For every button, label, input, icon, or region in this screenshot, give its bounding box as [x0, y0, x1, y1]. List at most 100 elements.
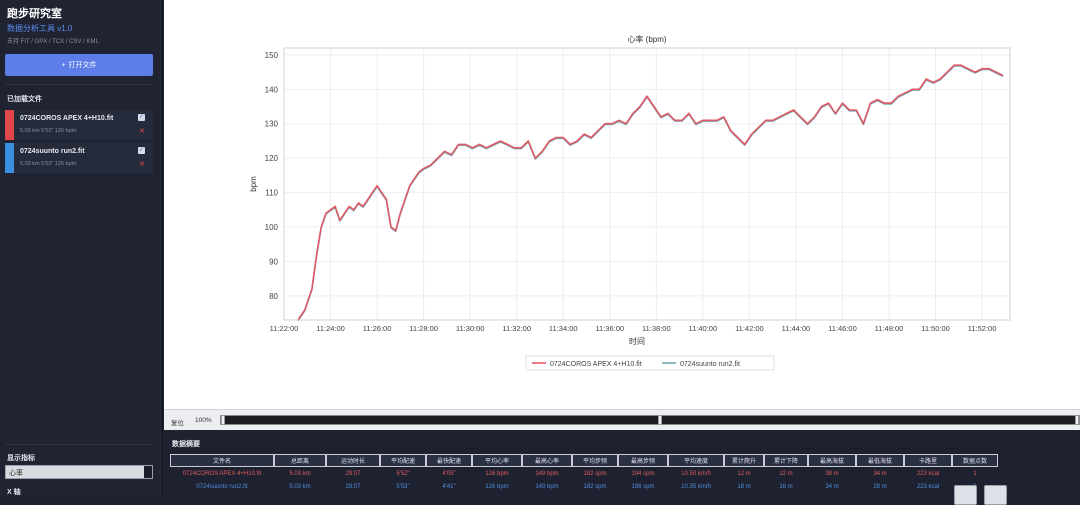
table-header-cell: 最高步频 [618, 454, 668, 467]
table-row: 0724COROS APEX 4+H10.fit 5.03 km 29:07 5'52… [170, 467, 998, 480]
legend-label: 0724suunto run2.fit [680, 361, 740, 368]
app-title: 跑步研究室 [7, 8, 62, 20]
remove-file-icon[interactable]: ✕ [139, 161, 145, 168]
table-header-cell: 累计下降 [764, 454, 808, 467]
x-tick-label: 11:40:00 [689, 324, 718, 333]
table-header-cell: 累计爬升 [724, 454, 764, 467]
x-tick-label: 11:52:00 [968, 324, 997, 333]
x-tick-labels: 11:22:00 11:24:00 11:26:00 11:28:00 11:30:00… [270, 324, 997, 333]
table-cell: 10.50 km/h [681, 470, 711, 477]
table-cell: 182 spm [583, 483, 607, 490]
y-tick-label: 120 [265, 154, 279, 163]
grid-lines [283, 48, 1010, 320]
remove-file-icon[interactable]: ✕ [139, 128, 145, 135]
series-lines [297, 64, 1004, 322]
table-cell: 38 m [825, 470, 839, 477]
range-handle-right[interactable] [1075, 415, 1079, 425]
table-cell: 12 m [779, 470, 793, 477]
table-cell: 223 kcal [916, 470, 940, 477]
zoom-level: 100% [195, 417, 212, 424]
range-handle-middle[interactable] [658, 415, 662, 425]
table-cell: 0724suunto run2.fit [196, 483, 248, 490]
x-tick-label: 11:22:00 [270, 324, 299, 333]
range-handle-left[interactable] [221, 415, 225, 425]
table-header-cell: 最低海拔 [856, 454, 904, 467]
x-tick-label: 11:42:00 [735, 324, 764, 333]
summary-title: 数据摘要 [172, 441, 200, 448]
metric-header: 显示指标 [7, 455, 35, 462]
table-cell: 4'41" [442, 483, 456, 490]
plus-icon: + [61, 61, 66, 69]
table-cell: 5.03 km [289, 483, 311, 490]
y-tick-label: 90 [269, 257, 278, 266]
table-cell: 5'53" [396, 483, 410, 490]
table-cell: 28 m [873, 483, 887, 490]
series-line [297, 65, 1004, 322]
table-header-cell: 平均步频 [572, 454, 618, 467]
table-cell: 5.03 km [289, 470, 311, 477]
visibility-checkbox[interactable]: ✓ [138, 147, 145, 154]
table-header-cell: 平均心率 [472, 454, 522, 467]
table-header-cell: 平均速度 [668, 454, 724, 467]
table-cell: 34 m [873, 470, 887, 477]
chart-toolbar: 复位 100% [164, 409, 1080, 430]
dropdown-arrow-icon [144, 466, 152, 478]
series-line [297, 64, 1004, 321]
table-cell: 126 bpm [485, 470, 509, 477]
metric-select[interactable]: 心率 [5, 465, 153, 479]
x-tick-label: 11:50:00 [921, 324, 950, 333]
y-tick-label: 140 [265, 85, 279, 94]
table-cell: 29:07 [345, 470, 361, 477]
visibility-checkbox[interactable]: ✓ [138, 114, 145, 121]
table-cell: 223 kcal [916, 483, 940, 490]
table-header-cell: 总距离 [274, 454, 326, 467]
chart-title: 心率 (bpm) [627, 34, 666, 44]
table-header-cell: 卡路里 [904, 454, 952, 467]
plot-frame [283, 47, 1011, 321]
table-cell: 12 m [737, 470, 751, 477]
legend-box [525, 355, 775, 371]
table-cell: 4'05" [442, 470, 456, 477]
summary-table: 文件名 总距离 运动时长 平均配速 最快配速 平均心率 最高心率 平均步频 最高步频 平均速度 累计… [170, 454, 998, 493]
file-meta: 5.03 km 5'52" 126 bpm [20, 128, 77, 134]
x-tick-label: 11:36:00 [595, 324, 624, 333]
xaxis-header: X 轴 [7, 489, 21, 496]
x-tick-label: 11:30:00 [456, 324, 485, 333]
reset-button[interactable]: 复位 [171, 420, 184, 427]
table-cell: 182 spm [583, 470, 607, 477]
open-file-button[interactable]: + 打开文件 [5, 54, 153, 76]
series-color-bar [5, 143, 14, 173]
file-card-coros[interactable]: 0724COROS APEX 4+H10.fit 5.03 km 5'52" 1… [5, 110, 153, 140]
x-tick-label: 11:48:00 [875, 324, 904, 333]
x-tick-label: 11:44:00 [782, 324, 811, 333]
y-tick-label: 130 [265, 120, 279, 129]
file-card-suunto[interactable]: 0724suunto run2.fit 5.03 km 5'53" 126 bp… [5, 143, 153, 173]
settings-button[interactable] [984, 485, 1007, 505]
table-cell: 18 m [737, 483, 751, 490]
divider [5, 84, 153, 85]
x-tick-label: 11:32:00 [502, 324, 531, 333]
range-slider[interactable] [220, 415, 1080, 425]
table-cell: 34 m [825, 483, 839, 490]
table-header-cell: 最高心率 [522, 454, 572, 467]
export-button[interactable] [954, 485, 977, 505]
sidebar: 跑步研究室 数据分析工具 v1.0 支持 FIT / GPX / TCX / C… [0, 0, 163, 498]
table-header-cell: 最高海拔 [808, 454, 856, 467]
x-tick-label: 11:26:00 [363, 324, 392, 333]
legend-label: 0724COROS APEX 4+H10.fit [550, 361, 642, 368]
metric-select-value: 心率 [9, 470, 23, 477]
x-tick-label: 11:28:00 [409, 324, 438, 333]
table-cell: 16 m [779, 483, 793, 490]
table-cell: 194 spm [631, 470, 655, 477]
app-subtitle: 数据分析工具 v1.0 [7, 24, 73, 33]
loaded-files-header: 已加载文件 [7, 96, 42, 103]
table-cell: 0724COROS APEX 4+H10.fit [182, 470, 262, 477]
table-header-cell: 最快配速 [426, 454, 472, 467]
supported-formats: 支持 FIT / GPX / TCX / CSV / KML [7, 39, 99, 45]
chart-panel[interactable]: 80 90 100 110 120 130 140 150 11:22:00 11:24:00 1… [164, 0, 1080, 409]
y-axis-label: bpm [249, 176, 258, 192]
table-cell: 186 spm [631, 483, 655, 490]
file-meta: 5.03 km 5'53" 126 bpm [20, 161, 77, 167]
x-tick-label: 11:38:00 [642, 324, 671, 333]
